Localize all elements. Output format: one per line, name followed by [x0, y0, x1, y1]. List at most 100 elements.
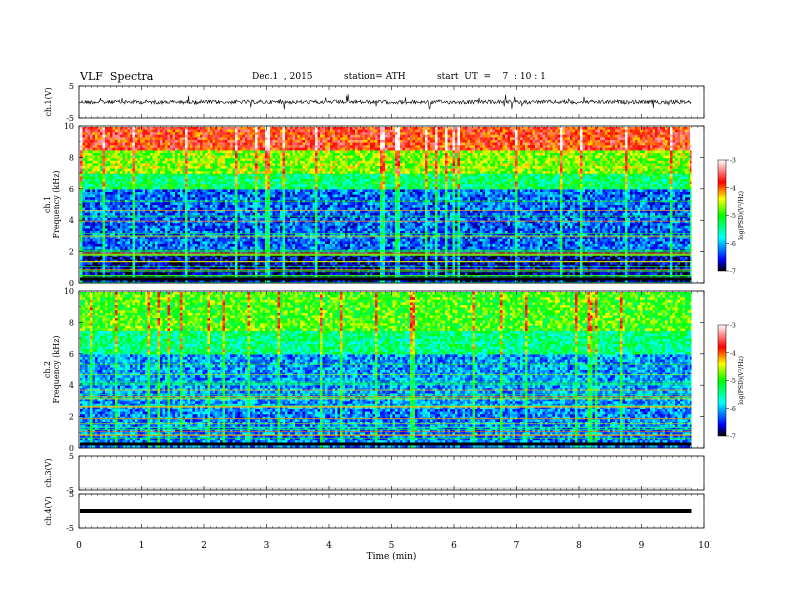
ch1-spectrogram-cell: [120, 174, 123, 177]
ch1-spectrogram-cell: [138, 262, 141, 265]
ch1-spectrogram-cell: [183, 140, 186, 143]
ch1-spectrogram-cell: [85, 166, 88, 169]
ch1-spectrogram-cell: [210, 241, 213, 244]
ch1-spectrogram-cell: [110, 226, 113, 229]
ch1-spectrogram-cell: [105, 130, 108, 133]
ch1-spectrogram-cell: [128, 223, 131, 226]
ch1-spectrogram-cell: [260, 174, 263, 177]
ch1-spectrogram-cell: [178, 130, 181, 133]
ch1-spectrogram-cell: [150, 244, 153, 247]
ch1-spectrogram-cell: [220, 179, 223, 182]
ch1-spectrogram-cell: [125, 179, 128, 182]
ch1-spectrogram-cell: [240, 169, 243, 172]
ch1-spectrogram-cell: [125, 262, 128, 265]
ch1-spectrogram-cell: [145, 223, 148, 226]
ch1-spectrogram-cell: [258, 148, 261, 151]
ch1-spectrogram-cell: [160, 140, 163, 143]
ch1-spectrogram-cell: [95, 257, 98, 260]
ch1-spectrogram-cell: [128, 153, 131, 156]
ch1-spectrogram-cell: [93, 187, 96, 190]
ch1-spectrogram-cell: [83, 205, 86, 208]
ch1-spectrogram-cell: [95, 182, 98, 185]
ch1-spectrogram-cell: [193, 241, 196, 244]
ch1-spectrogram-cell: [253, 150, 256, 153]
ch1-spectrogram-cell: [110, 140, 113, 143]
ch1-spectrogram-cell: [198, 189, 201, 192]
ch1-spectrogram-cell: [215, 169, 218, 172]
ch1-spectrogram-cell: [85, 205, 88, 208]
ch1-spectrogram-cell: [230, 132, 233, 135]
ch1-spectrogram-cell: [195, 163, 198, 166]
ch1-spectrogram-cell: [83, 145, 86, 148]
ch1-spectrogram-cell: [113, 176, 116, 179]
ch1-spectrogram-cell: [188, 130, 191, 133]
ch1-spectrogram-cell: [140, 262, 143, 265]
ch1-spectrogram-cell: [163, 247, 166, 250]
ch1-spectrogram-cell: [250, 247, 253, 250]
ch1-spectrogram-cell: [258, 197, 261, 200]
ch1-spectrogram-cell: [263, 247, 266, 250]
ch1-spectrogram-cell: [150, 130, 153, 133]
ch1-spectrogram-cell: [130, 140, 133, 143]
ch1-spectrogram-cell: [155, 137, 158, 140]
ch1-spectrogram-cell: [238, 174, 241, 177]
ch1-spectrogram-cell: [120, 262, 123, 265]
ch1-spectrogram-cell: [140, 148, 143, 151]
ch1-spectrogram-cell: [193, 192, 196, 195]
ch1-spectrogram-cell: [275, 228, 278, 231]
ch1-spectrogram-cell: [165, 148, 168, 151]
ch1-spectrogram-cell: [243, 153, 246, 156]
ch1-spectrogram-cell: [180, 145, 183, 148]
ch1-spectrogram-cell: [143, 205, 146, 208]
ch1-spectrogram-cell: [260, 218, 263, 221]
ch1-spectrogram-cell: [180, 156, 183, 159]
ch1-spectrogram-cell: [270, 184, 273, 187]
ch1-spectrogram-cell: [245, 127, 248, 130]
ch1-spectrogram-cell: [190, 241, 193, 244]
ch1-spectrogram-cell: [235, 163, 238, 166]
ch1-spectrogram-cell: [168, 163, 171, 166]
ch1-spectrogram-cell: [210, 135, 213, 138]
ch1-spectrogram-cell: [110, 156, 113, 159]
ch1-spectrogram-cell: [243, 137, 246, 140]
ch1-spectrogram-cell: [85, 148, 88, 151]
ch1-spectrogram-cell: [230, 135, 233, 138]
ch1-spectrogram-cell: [160, 213, 163, 216]
ch1-spectrogram-cell: [258, 179, 261, 182]
ch1-spectrogram-cell: [140, 241, 143, 244]
ch1-spectrogram-cell: [265, 257, 268, 260]
ch1-spectrogram-cell: [168, 166, 171, 169]
ch1-spectrogram-cell: [85, 174, 88, 177]
ch1-spectrogram-cell: [268, 228, 271, 231]
ch1-spectrogram-cell: [95, 262, 98, 265]
ch1-spectrogram-cell: [175, 171, 178, 174]
ch1-spectrogram-cell: [278, 205, 281, 208]
ch1-spectrogram-cell: [103, 273, 106, 276]
ch1-spectrogram-cell: [178, 202, 181, 205]
ch1-spectrogram-cell: [138, 189, 141, 192]
ch1-spectrogram-cell: [263, 257, 266, 260]
ch1-spectrogram-cell: [168, 135, 171, 138]
ch1-spectrogram-cell: [238, 132, 241, 135]
ch1-spectrogram-cell: [98, 150, 101, 153]
ch1-spectrogram-cell: [228, 197, 231, 200]
ch1-spectrogram-cell: [135, 163, 138, 166]
ch1-spectrogram-cell: [275, 174, 278, 177]
ch1-spectrogram-cell: [100, 218, 103, 221]
ch1-spectrogram-cell: [265, 184, 268, 187]
ch1-spectrogram-cell: [163, 187, 166, 190]
ch1-spectrogram-cell: [118, 192, 121, 195]
ch1-spectrogram-cell: [230, 226, 233, 229]
ch1-spectrogram-cell: [218, 257, 221, 260]
ch1-spectrogram-cell: [90, 169, 93, 172]
ch1-spectrogram-cell: [243, 262, 246, 265]
ch1-spectrogram-cell: [98, 202, 101, 205]
ch1-spectrogram-cell: [173, 244, 176, 247]
ch1-spectrogram-cell: [228, 153, 231, 156]
ch1-spectrogram-cell: [215, 239, 218, 242]
ch1-spectrogram-cell: [125, 239, 128, 242]
ch1-spectrogram-cell: [205, 182, 208, 185]
ch1-spectrogram-cell: [148, 187, 151, 190]
ch1-spectrogram-cell: [203, 218, 206, 221]
ch1-spectrogram-cell: [198, 143, 201, 146]
